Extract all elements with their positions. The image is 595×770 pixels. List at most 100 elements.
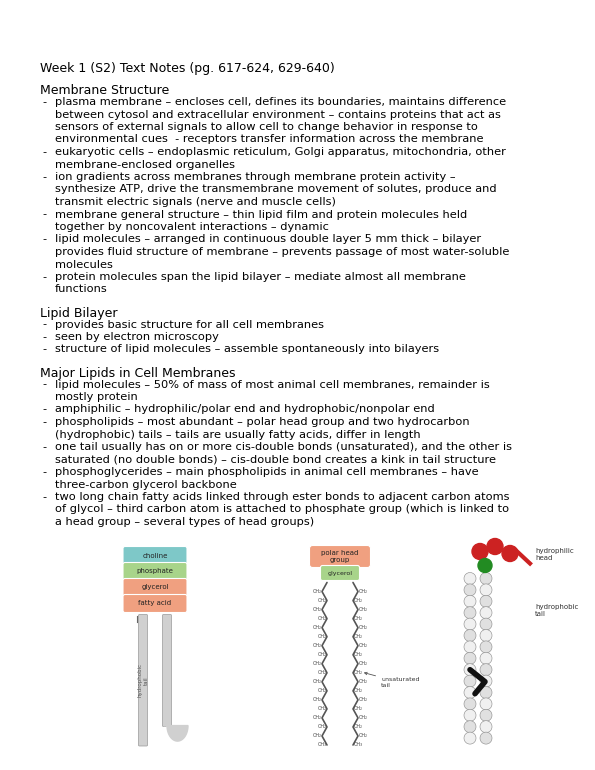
Circle shape (464, 618, 476, 630)
Text: -: - (42, 344, 46, 354)
Text: CH₂: CH₂ (312, 643, 321, 648)
Text: lipid molecules – arranged in continuous double layer 5 mm thick – bilayer: lipid molecules – arranged in continuous… (55, 235, 481, 245)
Text: CH₂: CH₂ (359, 589, 368, 594)
Text: CH₂: CH₂ (318, 706, 327, 711)
Circle shape (502, 545, 518, 561)
Circle shape (480, 687, 492, 698)
Text: -: - (42, 467, 46, 477)
Circle shape (464, 630, 476, 641)
Circle shape (480, 698, 492, 710)
Text: -: - (42, 332, 46, 342)
Text: CH₂: CH₂ (359, 607, 368, 612)
Text: -: - (42, 235, 46, 245)
FancyBboxPatch shape (139, 614, 148, 746)
Text: of glycol – third carbon atom is attached to phosphate group (which is linked to: of glycol – third carbon atom is attache… (55, 504, 509, 514)
Text: a head group – several types of head groups): a head group – several types of head gro… (55, 517, 314, 527)
Text: unsaturated
tail: unsaturated tail (365, 672, 419, 688)
Text: three-carbon glycerol backbone: three-carbon glycerol backbone (55, 480, 237, 490)
Text: CH₂: CH₂ (318, 688, 327, 693)
Text: lipid molecules – 50% of mass of most animal cell membranes, remainder is: lipid molecules – 50% of mass of most an… (55, 380, 490, 390)
Text: glycerol: glycerol (327, 571, 352, 575)
Text: mostly protein: mostly protein (55, 392, 138, 402)
Text: CH₂: CH₂ (312, 607, 321, 612)
Text: amphiphilic – hydrophilic/polar end and hydrophobic/nonpolar end: amphiphilic – hydrophilic/polar end and … (55, 404, 435, 414)
Text: hydrophobic
tail: hydrophobic tail (137, 663, 148, 698)
Circle shape (478, 558, 492, 573)
Circle shape (480, 675, 492, 687)
Text: -: - (42, 172, 46, 182)
Text: provides fluid structure of membrane – prevents passage of most water-soluble: provides fluid structure of membrane – p… (55, 247, 509, 257)
Text: CH₂: CH₂ (359, 643, 368, 648)
FancyBboxPatch shape (123, 578, 187, 597)
FancyBboxPatch shape (123, 594, 187, 612)
Polygon shape (164, 725, 188, 741)
Text: between cytosol and extracellular environment – contains proteins that act as: between cytosol and extracellular enviro… (55, 109, 501, 119)
Circle shape (464, 573, 476, 584)
Text: CH₂: CH₂ (353, 616, 362, 621)
Text: plasma membrane – encloses cell, defines its boundaries, maintains difference: plasma membrane – encloses cell, defines… (55, 97, 506, 107)
Text: phospholipids – most abundant – polar head group and two hydrocarbon: phospholipids – most abundant – polar he… (55, 417, 469, 427)
Text: choline: choline (142, 553, 168, 558)
Text: -: - (42, 404, 46, 414)
Text: CH₂: CH₂ (359, 734, 368, 738)
Text: Week 1 (S2) Text Notes (pg. 617-624, 629-640): Week 1 (S2) Text Notes (pg. 617-624, 629… (40, 62, 335, 75)
Text: -: - (42, 417, 46, 427)
FancyBboxPatch shape (162, 614, 171, 727)
Text: CH₂: CH₂ (318, 634, 327, 639)
Circle shape (480, 664, 492, 676)
Text: protein molecules span the lipid bilayer – mediate almost all membrane: protein molecules span the lipid bilayer… (55, 272, 466, 282)
Text: hydrophobic
tail: hydrophobic tail (535, 604, 578, 617)
Circle shape (480, 709, 492, 721)
Circle shape (464, 641, 476, 653)
Text: -: - (42, 147, 46, 157)
Text: saturated (no double bonds) – cis-double bond creates a kink in tail structure: saturated (no double bonds) – cis-double… (55, 454, 496, 464)
Text: CH₂: CH₂ (359, 679, 368, 685)
Text: hydrophilic
head: hydrophilic head (535, 548, 574, 561)
Text: together by noncovalent interactions – dynamic: together by noncovalent interactions – d… (55, 222, 329, 232)
Text: CH₂: CH₂ (312, 625, 321, 630)
Text: -: - (42, 380, 46, 390)
Circle shape (480, 618, 492, 630)
FancyBboxPatch shape (309, 545, 371, 567)
Text: phosphoglycerides – main phospholipids in animal cell membranes – have: phosphoglycerides – main phospholipids i… (55, 467, 478, 477)
Circle shape (464, 698, 476, 710)
Text: -: - (42, 209, 46, 219)
Text: CH₂: CH₂ (312, 715, 321, 721)
Text: CH₂: CH₂ (359, 715, 368, 721)
Text: transmit electric signals (nerve and muscle cells): transmit electric signals (nerve and mus… (55, 197, 336, 207)
Text: -: - (42, 320, 46, 330)
Text: CH₂: CH₂ (312, 734, 321, 738)
Text: eukaryotic cells – endoplasmic reticulum, Golgi apparatus, mitochondria, other: eukaryotic cells – endoplasmic reticulum… (55, 147, 506, 157)
Text: structure of lipid molecules – assemble spontaneously into bilayers: structure of lipid molecules – assemble … (55, 344, 439, 354)
Circle shape (480, 607, 492, 619)
Circle shape (480, 721, 492, 733)
Text: CH₂: CH₂ (353, 688, 362, 693)
Circle shape (464, 732, 476, 744)
Text: functions: functions (55, 284, 108, 294)
Text: CH₂: CH₂ (353, 725, 362, 729)
Text: CH₂: CH₂ (318, 725, 327, 729)
Text: CH₂: CH₂ (318, 670, 327, 675)
Text: CH₂: CH₂ (353, 652, 362, 658)
FancyBboxPatch shape (321, 565, 359, 581)
Text: CH₂: CH₂ (312, 589, 321, 594)
Circle shape (480, 573, 492, 584)
Text: CH₂: CH₂ (353, 634, 362, 639)
Circle shape (487, 538, 503, 554)
Text: CH₂: CH₂ (318, 652, 327, 658)
Text: -: - (42, 492, 46, 502)
Circle shape (480, 595, 492, 608)
Text: -: - (42, 442, 46, 452)
Text: CH₂: CH₂ (312, 698, 321, 702)
Text: one tail usually has on or more cis-double bonds (unsaturated), and the other is: one tail usually has on or more cis-doub… (55, 442, 512, 452)
Text: two long chain fatty acids linked through ester bonds to adjacent carbon atoms: two long chain fatty acids linked throug… (55, 492, 509, 502)
Text: -: - (42, 272, 46, 282)
Text: CH₂: CH₂ (353, 598, 362, 603)
Text: provides basic structure for all cell membranes: provides basic structure for all cell me… (55, 320, 324, 330)
Text: ion gradients across membranes through membrane protein activity –: ion gradients across membranes through m… (55, 172, 456, 182)
Text: glycerol: glycerol (141, 584, 169, 591)
Text: environmental cues  - receptors transfer information across the membrane: environmental cues - receptors transfer … (55, 135, 484, 145)
Circle shape (464, 675, 476, 687)
Circle shape (464, 664, 476, 676)
Circle shape (464, 652, 476, 665)
